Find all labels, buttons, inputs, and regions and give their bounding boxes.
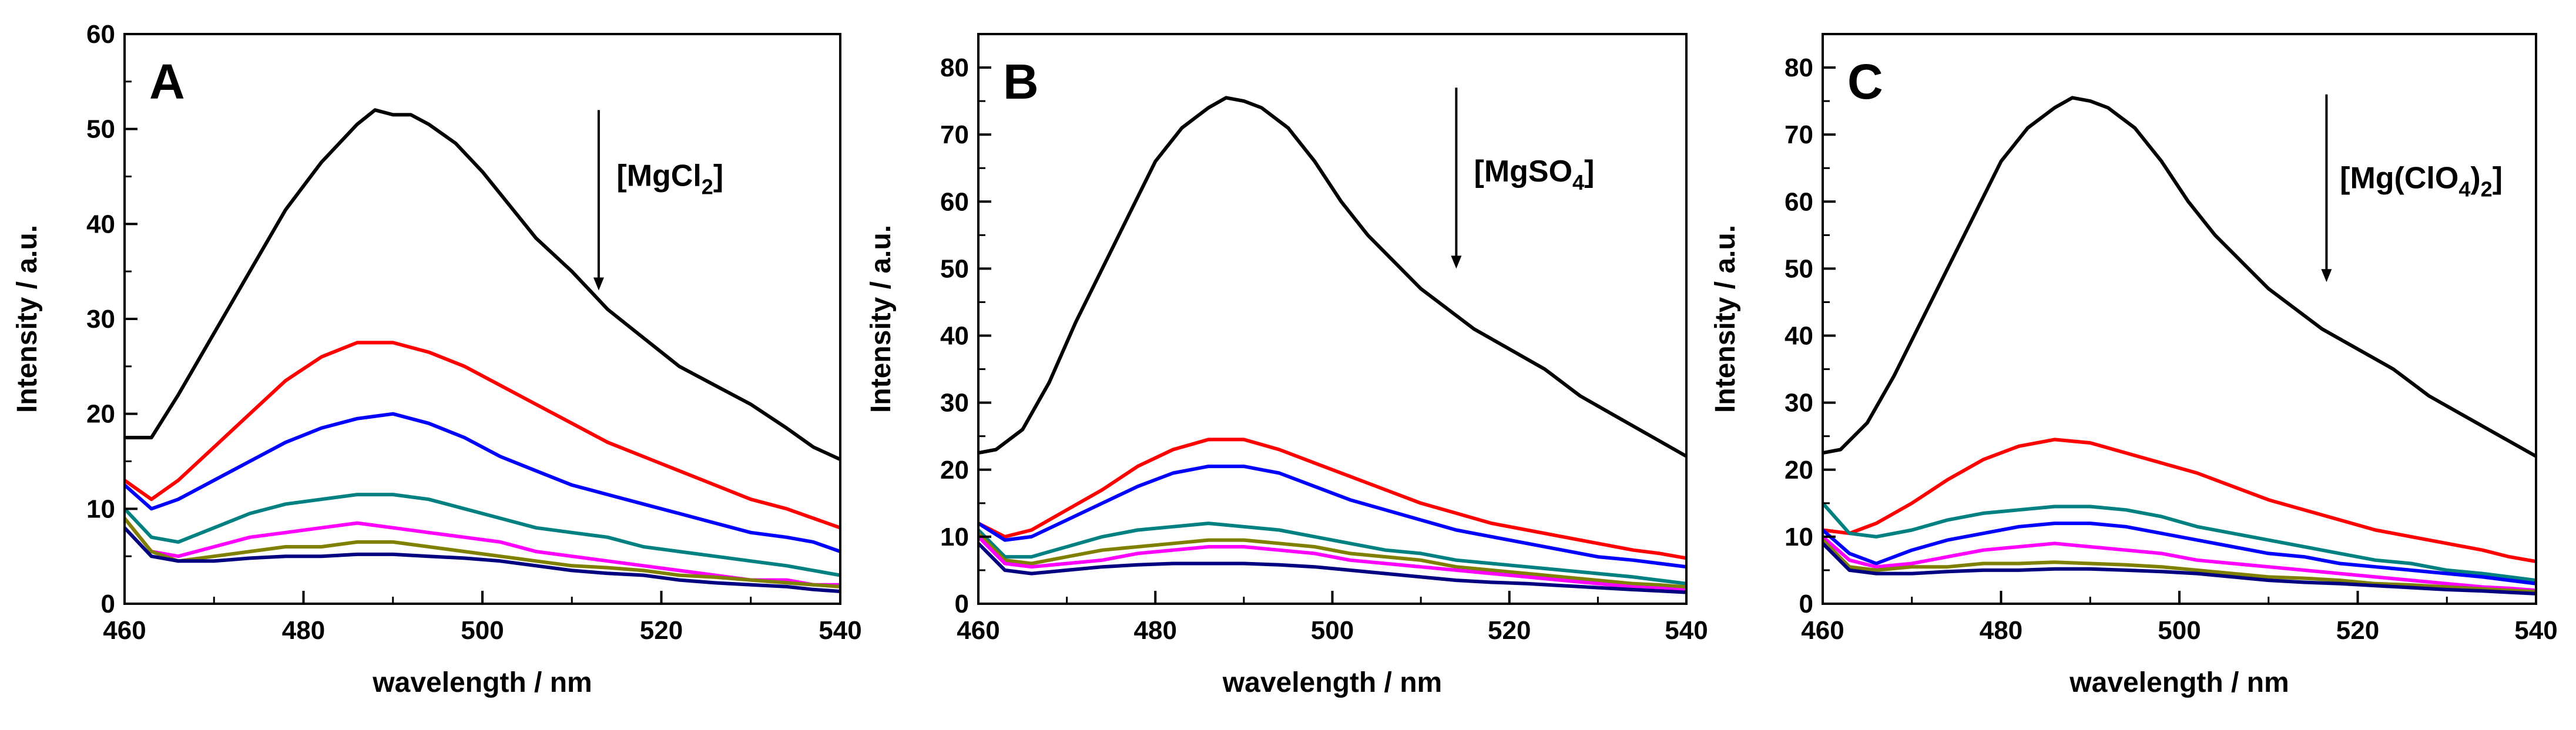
x-tick-label: 480 bbox=[1134, 616, 1177, 645]
x-tick-label: 460 bbox=[1801, 616, 1844, 645]
x-axis-title: wavelength / nm bbox=[1222, 667, 1442, 698]
series-line-1 bbox=[1823, 438, 2536, 564]
y-tick-label: 0 bbox=[101, 590, 115, 618]
series-line-2 bbox=[1823, 502, 2536, 583]
y-tick-label: 80 bbox=[940, 53, 969, 82]
series-line-0 bbox=[125, 108, 840, 462]
series-line-1 bbox=[125, 341, 840, 530]
x-tick-label: 480 bbox=[282, 616, 325, 645]
x-axis-title: wavelength / nm bbox=[2069, 667, 2289, 698]
series-line-5 bbox=[1823, 539, 2536, 594]
y-tick-label: 60 bbox=[1785, 187, 1813, 216]
x-tick-label: 540 bbox=[1665, 616, 1708, 645]
x-tick-label: 520 bbox=[1488, 616, 1531, 645]
y-tick-label: 40 bbox=[1785, 322, 1813, 351]
plot-frame bbox=[123, 33, 841, 605]
y-tick-label: 40 bbox=[86, 210, 115, 238]
series-line-0 bbox=[978, 96, 1686, 458]
x-tick-label: 500 bbox=[461, 616, 504, 645]
y-tick-label: 0 bbox=[955, 590, 969, 618]
x-tick-label: 480 bbox=[1980, 616, 2022, 645]
series-line-0 bbox=[1823, 96, 2536, 458]
series-line-2 bbox=[978, 465, 1686, 569]
panel-label: B bbox=[1003, 54, 1039, 109]
plot-frame bbox=[977, 33, 1688, 605]
series-line-3 bbox=[1823, 522, 2536, 586]
x-tick-label: 520 bbox=[2336, 616, 2379, 645]
annotation-label: [MgSO4] bbox=[1474, 154, 1595, 194]
y-tick-label: 60 bbox=[940, 187, 969, 216]
y-tick-label: 10 bbox=[86, 494, 115, 523]
series-line-6 bbox=[1823, 542, 2536, 596]
series-line-4 bbox=[1823, 535, 2536, 593]
series-line-2 bbox=[125, 412, 840, 553]
y-axis-title: Intensity / a.u. bbox=[1710, 225, 1741, 413]
y-axis-title: Intensity / a.u. bbox=[866, 225, 897, 413]
y-tick-label: 70 bbox=[940, 120, 969, 149]
y-tick-label: 0 bbox=[1799, 590, 1813, 618]
x-tick-label: 460 bbox=[957, 616, 999, 645]
y-tick-label: 50 bbox=[1785, 254, 1813, 283]
y-tick-label: 10 bbox=[940, 523, 969, 551]
y-tick-label: 10 bbox=[1785, 523, 1813, 551]
series-line-6 bbox=[125, 526, 840, 593]
series-line-3 bbox=[125, 493, 840, 577]
annotation-arrow-head bbox=[593, 277, 604, 291]
annotation-label: [Mg(ClO4)2] bbox=[2340, 161, 2503, 201]
y-tick-label: 30 bbox=[86, 305, 115, 334]
series-group bbox=[1823, 96, 2536, 596]
x-tick-label: 540 bbox=[819, 616, 861, 645]
y-tick-label: 50 bbox=[86, 115, 115, 144]
series-line-6 bbox=[978, 542, 1686, 594]
annotation-arrow-head bbox=[1451, 255, 1462, 269]
x-axis-title: wavelength / nm bbox=[372, 667, 592, 698]
series-group bbox=[125, 108, 840, 593]
series-line-5 bbox=[978, 535, 1686, 593]
panel-c: 460 480 500 520 540 0 10 20 30 40 50 60 70 80 waveleng… bbox=[1710, 33, 2558, 698]
plot-frame bbox=[1822, 33, 2537, 605]
series-line-3 bbox=[978, 522, 1686, 586]
panel-b: 460 480 500 520 540 0 10 20 30 40 50 60 70 80 waveleng… bbox=[866, 33, 1708, 698]
y-tick-label: 40 bbox=[940, 322, 969, 351]
panel-a: 460 480 500 520 540 0 10 20 30 40 50 60 wavelength /… bbox=[12, 20, 862, 698]
y-tick-label: 70 bbox=[1785, 120, 1813, 149]
annotation-label: [MgCl2] bbox=[616, 159, 723, 199]
x-tick-label: 500 bbox=[1311, 616, 1354, 645]
panel-label: A bbox=[149, 54, 185, 109]
panel-label: C bbox=[1847, 54, 1883, 109]
y-tick-label: 20 bbox=[1785, 456, 1813, 485]
y-tick-label: 30 bbox=[940, 389, 969, 418]
y-tick-label: 60 bbox=[86, 20, 115, 49]
series-line-4 bbox=[978, 532, 1686, 589]
x-tick-label: 520 bbox=[640, 616, 683, 645]
y-tick-label: 20 bbox=[86, 400, 115, 429]
series-line-5 bbox=[125, 517, 840, 588]
x-tick-label: 500 bbox=[2158, 616, 2201, 645]
y-tick-label: 50 bbox=[940, 254, 969, 283]
annotation-arrow-head bbox=[2321, 269, 2332, 282]
y-tick-label: 80 bbox=[1785, 53, 1813, 82]
series-line-1 bbox=[978, 438, 1686, 560]
y-tick-label: 30 bbox=[1785, 389, 1813, 418]
y-tick-label: 20 bbox=[940, 456, 969, 485]
y-axis-title: Intensity / a.u. bbox=[12, 225, 43, 413]
x-tick-label: 460 bbox=[103, 616, 146, 645]
series-group bbox=[978, 96, 1686, 594]
x-tick-label: 540 bbox=[2514, 616, 2557, 645]
